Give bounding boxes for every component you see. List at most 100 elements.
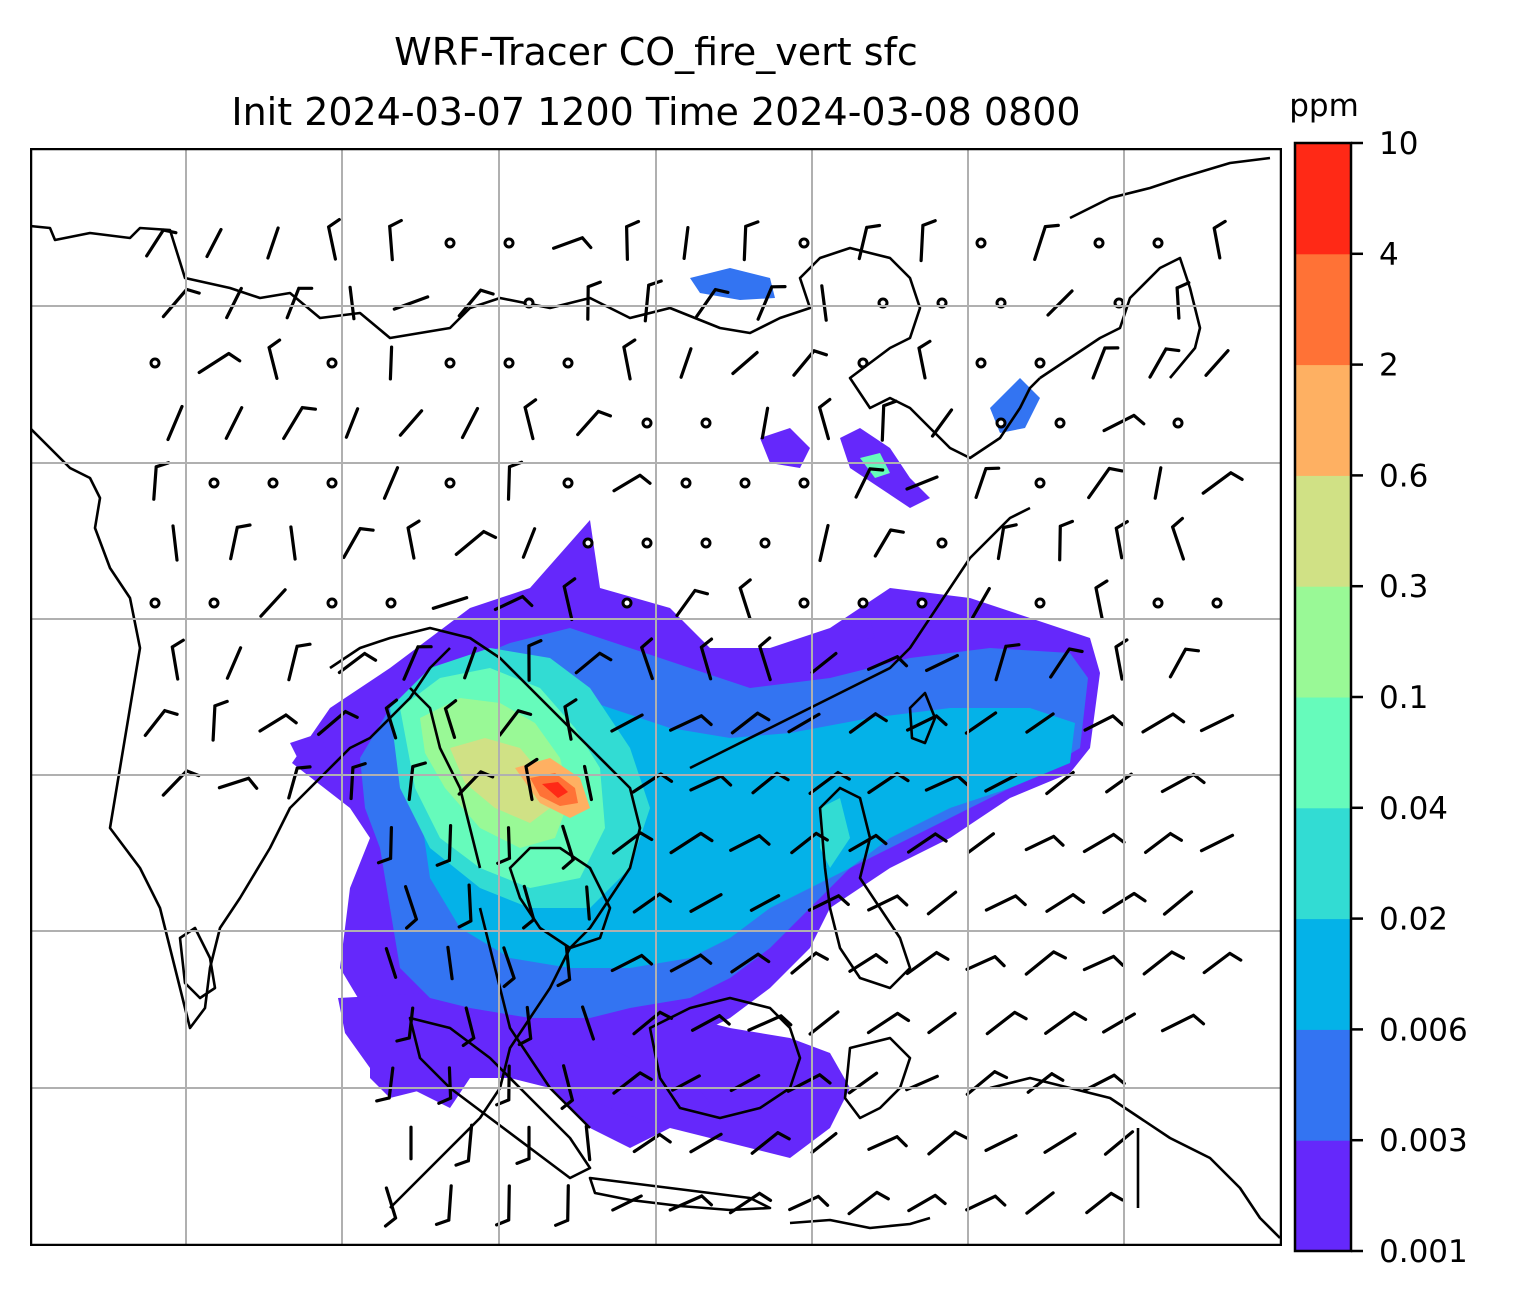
wind-barb (808, 1010, 840, 1036)
wind-barb (669, 714, 713, 732)
wind-barb (1025, 712, 1055, 734)
wind-barb (810, 651, 838, 675)
wind-barb (515, 1125, 531, 1165)
wind-barb (224, 406, 244, 440)
plume-level-4 (542, 782, 568, 798)
calm-wind-circle (739, 477, 751, 489)
colorbar-tick-label: 0.6 (1379, 458, 1428, 494)
wind-barb (1168, 647, 1200, 679)
calm-wind-circle (208, 477, 220, 489)
wind-barb (211, 699, 229, 742)
coastline-borneo (648, 996, 802, 1120)
wind-barb (742, 220, 760, 262)
wind-barb (1024, 834, 1065, 852)
calm-wind-circle (503, 357, 515, 369)
wind-barb (847, 1190, 890, 1216)
wind-barb (965, 1194, 1007, 1212)
wind-barb (930, 408, 954, 438)
calm-wind-circle (995, 417, 1007, 429)
wind-barb (285, 286, 314, 320)
wind-barb (695, 288, 730, 318)
wind-barb (729, 834, 771, 852)
wind-barb (404, 885, 418, 930)
wind-barb (1091, 346, 1120, 380)
wind-barb (867, 1135, 908, 1151)
wind-barb (327, 218, 341, 261)
plot-title-line-2: Init 2024-03-07 1200 Time 2024-03-08 080… (231, 90, 1081, 134)
calm-wind-circle (444, 237, 456, 249)
wind-barb (905, 475, 939, 491)
wind-barb (337, 651, 378, 675)
wind-barb (563, 698, 578, 741)
wind-barb (1082, 954, 1125, 972)
plume-north-patch-7 (290, 733, 330, 763)
wind-barb (435, 824, 453, 867)
wind-barb (225, 286, 243, 320)
wind-barb (457, 288, 495, 318)
wind-barb (669, 831, 714, 855)
calm-wind-circle (641, 537, 653, 549)
wind-barb (574, 651, 613, 675)
calm-wind-circle (208, 597, 220, 609)
wind-barb (431, 596, 469, 610)
wind-barb (457, 883, 473, 929)
wind-barb (747, 1014, 793, 1032)
map-panel (30, 148, 1282, 1246)
wind-barb (267, 338, 282, 380)
wind-barb (1204, 349, 1230, 377)
wind-barb (1085, 1191, 1124, 1215)
wind-barb (1105, 772, 1133, 794)
wind-barb (1083, 714, 1125, 732)
wind-barb (1148, 347, 1181, 379)
calm-wind-circles (149, 237, 1223, 609)
calm-wind-circle (936, 537, 948, 549)
colorbar-tick-label: 0.003 (1379, 1123, 1468, 1159)
wind-barb (967, 832, 995, 854)
wind-barb (437, 1066, 453, 1105)
wind-barb (561, 824, 575, 870)
wind-barb (1114, 520, 1129, 560)
wind-barb (527, 639, 543, 682)
wind-barb (398, 409, 424, 437)
wind-barb (854, 467, 885, 499)
wind-barb (818, 523, 830, 563)
wind-barb (197, 351, 242, 375)
calm-wind-circle (1034, 597, 1046, 609)
wind-barb (984, 1134, 1018, 1152)
wind-barb (611, 1194, 643, 1212)
wind-barb (1160, 1013, 1206, 1033)
wind-barb (395, 1006, 415, 1043)
colorbar-band (1295, 1140, 1351, 1252)
wind-barb (170, 638, 185, 681)
wind-barb (349, 762, 367, 801)
calm-wind-circle (857, 357, 869, 369)
wind-barb (622, 338, 637, 381)
colorbar-tick-label: 0.02 (1379, 902, 1448, 938)
wind-barb (143, 709, 179, 737)
wind-barb (392, 295, 430, 311)
border-myanmar (409, 687, 482, 869)
plume-north-patch-5 (760, 428, 810, 468)
calm-wind-circle (1093, 237, 1105, 249)
wind-barb (375, 1066, 395, 1103)
calm-wind-circle (700, 417, 712, 429)
wind-barb (382, 466, 400, 500)
calm-wind-circle (562, 477, 574, 489)
wind-barb (289, 525, 297, 561)
calm-wind-circle (798, 597, 810, 609)
wind-barb (229, 523, 252, 561)
wind-barb (730, 952, 771, 974)
plot-title-line-1: WRF-Tracer CO_fire_vert sfc (394, 30, 918, 74)
coastline-korea-japan (1039, 256, 1202, 380)
colorbar-band (1295, 807, 1351, 920)
colorbar-band (1295, 364, 1351, 476)
wind-barb (820, 284, 828, 322)
calm-wind-circle (149, 597, 161, 609)
wind-barb (1045, 893, 1086, 913)
colorbar-band (1295, 918, 1351, 1030)
wind-barb (919, 219, 937, 263)
wind-barb (610, 953, 654, 973)
wind-barb (225, 646, 243, 680)
wind-barb (866, 1011, 911, 1035)
wind-barb (583, 764, 593, 802)
